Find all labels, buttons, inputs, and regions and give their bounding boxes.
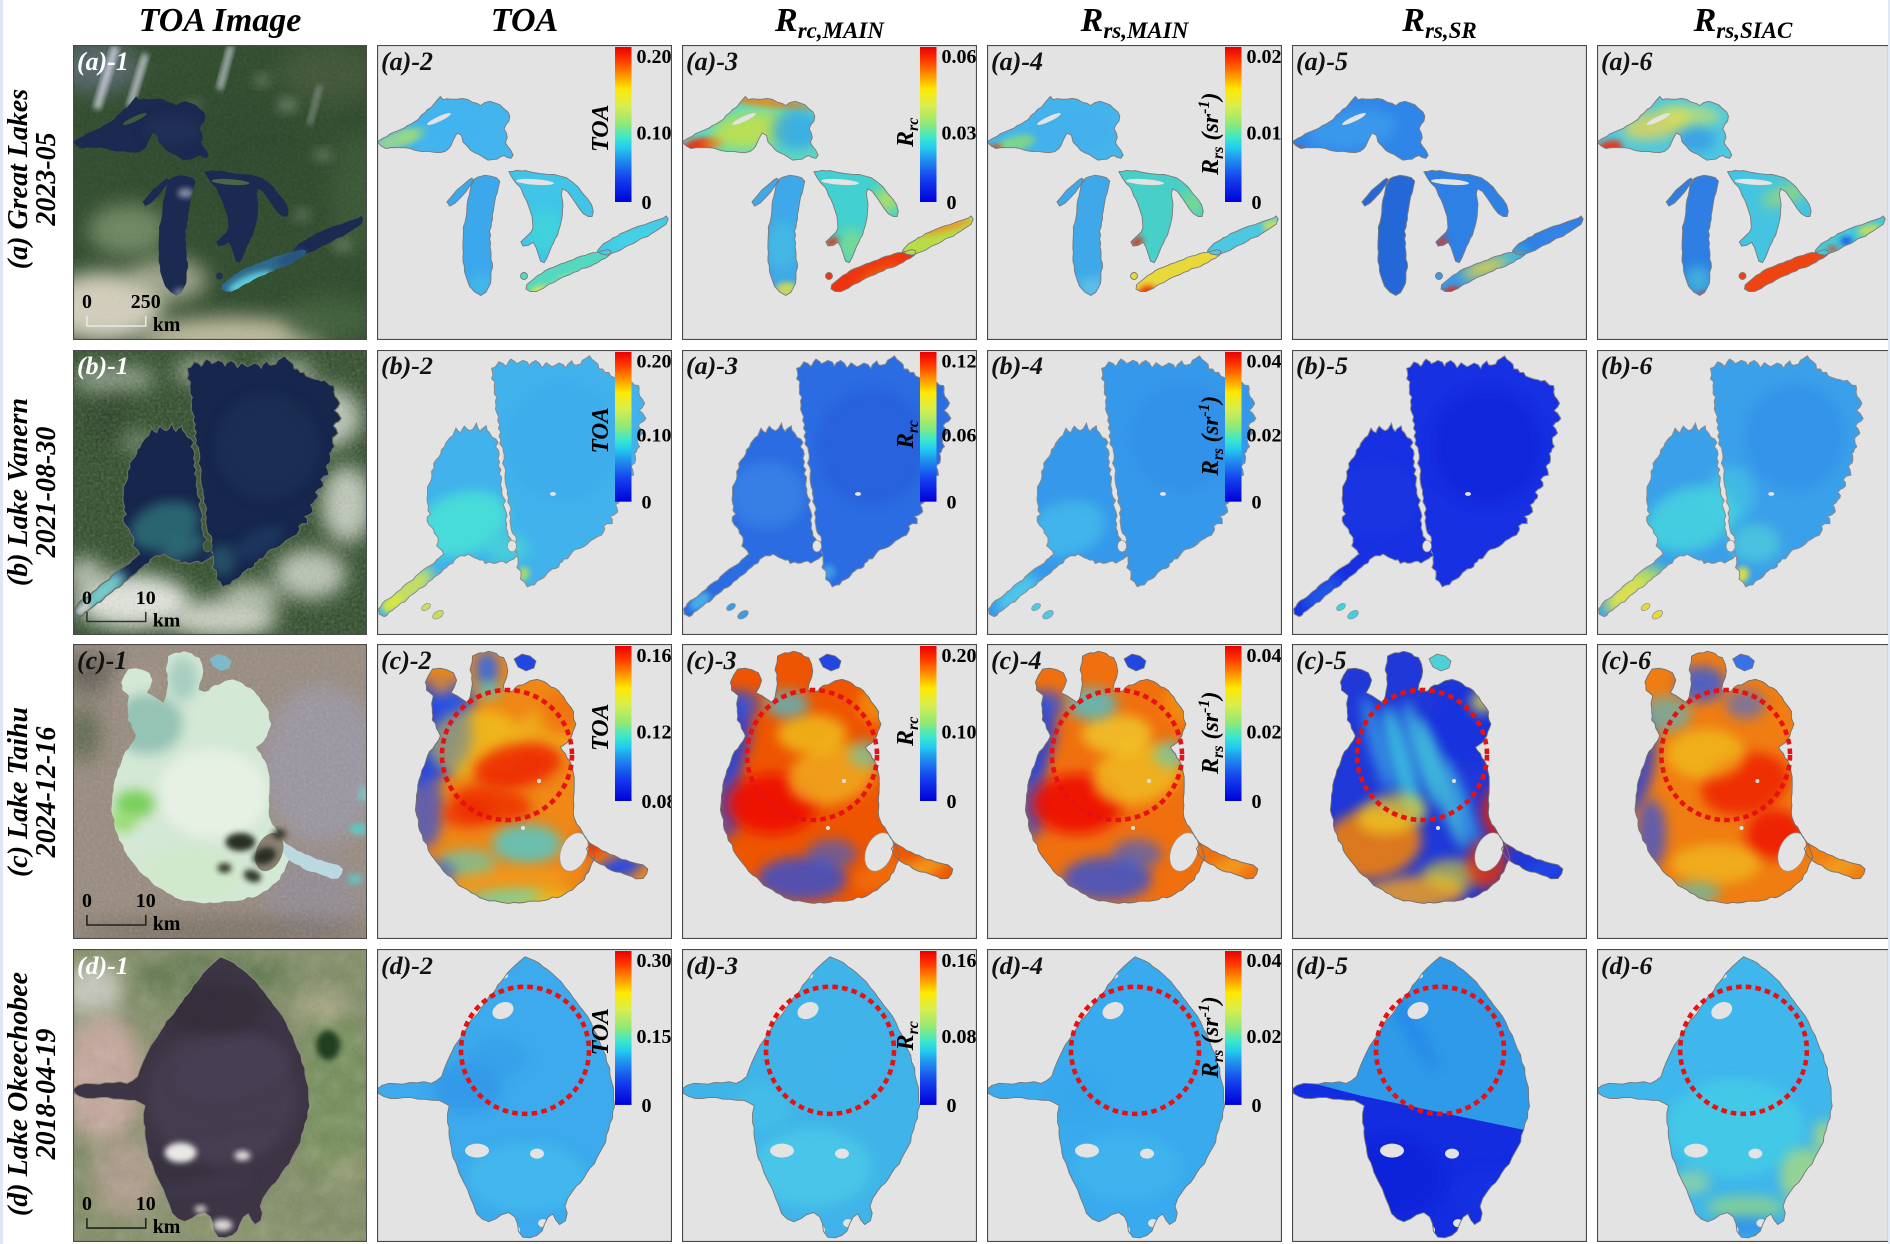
svg-text:0: 0 (1252, 492, 1262, 514)
svg-text:0: 0 (947, 492, 957, 514)
svg-text:0.10: 0.10 (637, 123, 672, 145)
svg-text:(d)-3: (d)-3 (686, 951, 738, 980)
svg-text:(c)-5: (c)-5 (1296, 646, 1347, 675)
svg-text:0.20: 0.20 (637, 351, 672, 373)
svg-text:km: km (153, 913, 181, 935)
svg-text:0: 0 (642, 1095, 652, 1117)
svg-text:0.16: 0.16 (942, 950, 977, 972)
svg-text:0.04: 0.04 (1247, 645, 1282, 667)
svg-text:(b)-5: (b)-5 (1296, 352, 1348, 380)
svg-text:0.03: 0.03 (942, 123, 977, 145)
svg-text:0: 0 (642, 192, 652, 214)
svg-text:km: km (153, 1216, 181, 1238)
svg-text:Rrc: Rrc (893, 420, 922, 449)
svg-text:0.08: 0.08 (642, 791, 673, 813)
svg-text:km: km (153, 314, 181, 336)
svg-text:0.12: 0.12 (942, 351, 977, 373)
svg-text:0.02: 0.02 (1247, 46, 1282, 68)
svg-text:(c)-4: (c)-4 (991, 646, 1042, 675)
svg-text:0: 0 (82, 291, 92, 313)
svg-text:(d)-1: (d)-1 (77, 951, 129, 980)
svg-text:TOA: TOA (588, 703, 614, 751)
svg-text:0: 0 (82, 1193, 92, 1215)
svg-text:(c)-1: (c)-1 (77, 646, 127, 675)
svg-text:(a)-6: (a)-6 (1601, 47, 1652, 76)
svg-text:0.06: 0.06 (942, 46, 977, 68)
svg-text:0.16: 0.16 (637, 645, 672, 667)
svg-text:0.30: 0.30 (637, 950, 672, 972)
svg-text:(c)-3: (c)-3 (686, 646, 737, 675)
svg-text:TOA: TOA (588, 104, 614, 152)
svg-text:0.02: 0.02 (1247, 722, 1282, 744)
svg-text:0: 0 (82, 890, 92, 912)
svg-text:0.02: 0.02 (1247, 425, 1282, 447)
svg-text:(d)-5: (d)-5 (1296, 951, 1348, 980)
svg-text:(d)-6: (d)-6 (1601, 951, 1653, 980)
svg-text:TOA: TOA (588, 407, 614, 453)
svg-text:0.10: 0.10 (637, 425, 672, 447)
svg-text:(b)-1: (b)-1 (77, 352, 129, 381)
svg-text:0: 0 (947, 1095, 957, 1117)
svg-text:(a)-1: (a)-1 (77, 47, 129, 76)
svg-text:0.02: 0.02 (1247, 1026, 1282, 1048)
svg-text:km: km (153, 611, 181, 632)
svg-text:(a)-3: (a)-3 (686, 352, 738, 380)
svg-text:(a)-5: (a)-5 (1296, 47, 1348, 76)
svg-text:0: 0 (1252, 192, 1262, 214)
svg-text:0: 0 (947, 791, 957, 813)
svg-text:0: 0 (947, 192, 957, 214)
svg-text:(b)-4: (b)-4 (991, 352, 1043, 380)
svg-text:0.04: 0.04 (1247, 950, 1282, 972)
svg-text:0.01: 0.01 (1247, 123, 1282, 145)
svg-text:250: 250 (131, 291, 161, 313)
svg-text:0: 0 (642, 492, 652, 514)
svg-text:0: 0 (1252, 791, 1262, 813)
svg-text:(a)-3: (a)-3 (686, 47, 738, 76)
svg-text:(c)-6: (c)-6 (1601, 646, 1651, 675)
svg-text:0.04: 0.04 (1247, 351, 1282, 373)
svg-text:10: 10 (136, 890, 156, 912)
svg-text:0.12: 0.12 (637, 722, 672, 744)
svg-text:0.15: 0.15 (637, 1026, 672, 1048)
svg-text:0.20: 0.20 (637, 46, 672, 68)
svg-text:(a)-2: (a)-2 (381, 47, 433, 76)
svg-text:0.08: 0.08 (942, 1026, 977, 1048)
svg-text:10: 10 (136, 588, 156, 609)
svg-text:Rrc: Rrc (893, 1021, 922, 1051)
svg-text:10: 10 (136, 1193, 156, 1215)
svg-text:(d)-2: (d)-2 (381, 951, 433, 980)
svg-text:0.20: 0.20 (942, 645, 977, 667)
svg-text:0.06: 0.06 (942, 425, 977, 447)
svg-text:(b)-2: (b)-2 (381, 352, 433, 380)
svg-text:(b)-6: (b)-6 (1601, 352, 1653, 380)
svg-text:0.10: 0.10 (942, 722, 977, 744)
svg-text:0: 0 (82, 588, 92, 609)
svg-text:(d)-4: (d)-4 (991, 951, 1043, 980)
svg-text:0: 0 (1252, 1095, 1262, 1117)
svg-text:(c)-2: (c)-2 (381, 646, 432, 675)
svg-text:(a)-4: (a)-4 (991, 47, 1043, 76)
svg-text:TOA: TOA (588, 1008, 614, 1055)
